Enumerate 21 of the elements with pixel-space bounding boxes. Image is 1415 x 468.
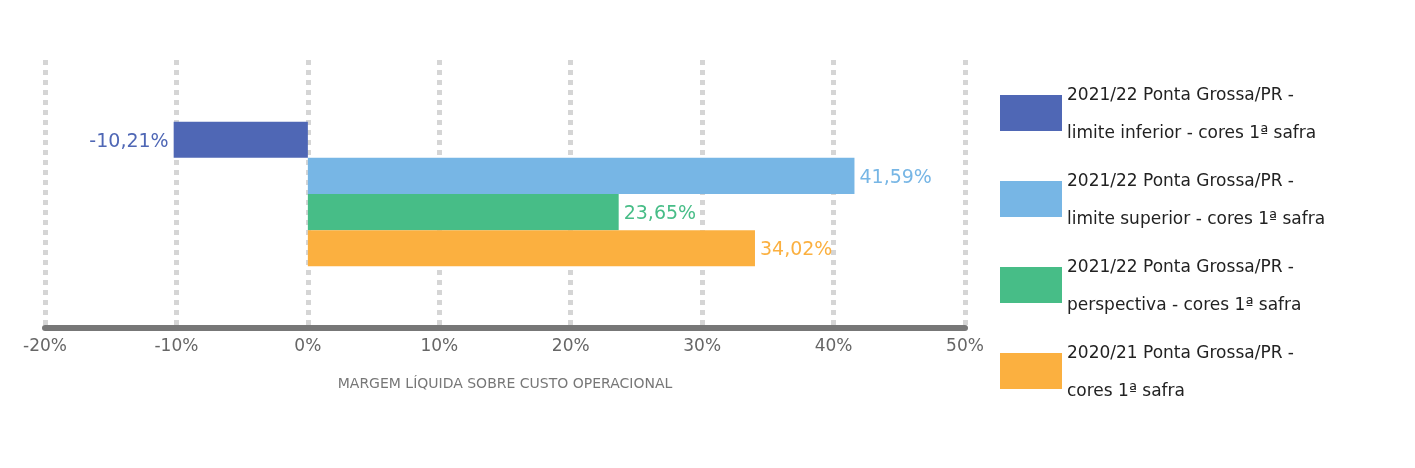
legend-label: 2021/22 Ponta Grossa/PR - perspectiva - cores 1ª safra [1067, 256, 1302, 314]
x-tick-label: 30% [683, 334, 722, 355]
bar [173, 121, 308, 158]
data-label: -10,21% [89, 128, 169, 151]
data-label: 41,59% [859, 164, 932, 187]
bar [307, 194, 619, 231]
data-label: 34,02% [759, 237, 833, 260]
x-tick-label: 10% [420, 334, 459, 355]
x-tick-label: 20% [551, 334, 590, 355]
legend-label: 2021/22 Ponta Grossa/PR - limite superior - cores 1ª safra [1067, 170, 1326, 228]
legend-label: 2020/21 Ponta Grossa/PR - cores 1ª safra [1067, 342, 1300, 400]
legend-label: 2021/22 Ponta Grossa/PR - limite inferior - cores 1ª safra [1067, 84, 1317, 142]
data-label: 23,65% [623, 201, 697, 224]
x-tick-label: -20% [23, 334, 67, 355]
x-tick-label: 50% [946, 334, 984, 355]
bar [307, 157, 855, 194]
x-axis-title: MARGEM LÍQUIDA SOBRE CUSTO OPERACIONAL [337, 375, 673, 391]
x-tick-label: -10% [154, 334, 199, 355]
x-tick-label: 0% [294, 334, 322, 355]
x-tick-label: 40% [814, 334, 853, 355]
bar [307, 230, 755, 267]
